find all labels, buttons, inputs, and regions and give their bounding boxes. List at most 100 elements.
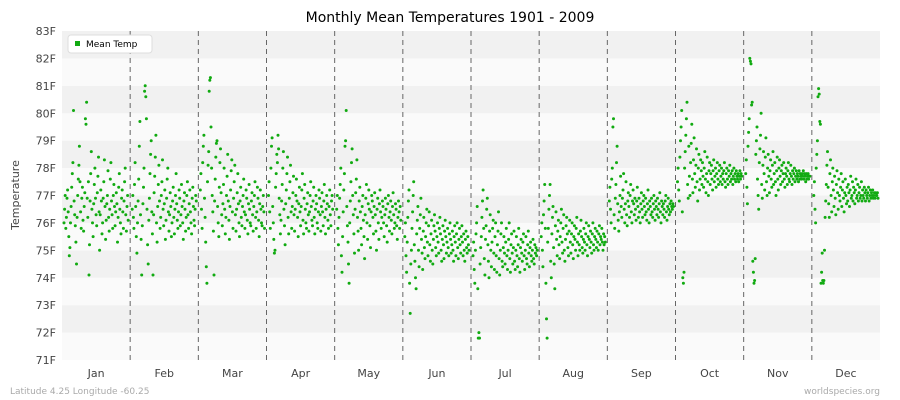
data-point	[682, 270, 686, 274]
data-point	[337, 215, 341, 219]
data-point	[319, 229, 323, 233]
data-point	[796, 174, 800, 178]
data-point	[136, 199, 140, 203]
data-point	[212, 273, 216, 277]
data-point	[831, 166, 835, 170]
data-point	[229, 169, 233, 173]
data-point	[744, 172, 748, 176]
data-point	[293, 229, 297, 233]
data-point	[789, 163, 793, 167]
data-point	[629, 183, 633, 186]
data-point	[630, 221, 634, 225]
data-point	[305, 226, 308, 230]
data-point	[681, 276, 685, 280]
data-point	[379, 210, 383, 214]
data-point	[795, 172, 799, 176]
data-point	[178, 224, 182, 228]
data-point	[84, 122, 88, 126]
data-point	[608, 185, 612, 189]
data-point	[252, 194, 256, 197]
data-point	[430, 218, 434, 222]
data-point	[702, 166, 706, 170]
data-point	[658, 191, 662, 195]
data-point	[548, 194, 551, 197]
data-point	[780, 163, 784, 167]
data-point	[255, 185, 259, 189]
data-point	[543, 183, 547, 186]
data-point	[745, 185, 749, 189]
data-point	[625, 224, 629, 228]
data-point	[327, 205, 331, 208]
data-point	[77, 144, 81, 148]
data-point	[456, 246, 460, 250]
data-point	[394, 202, 397, 206]
data-point	[444, 251, 448, 255]
data-point	[476, 287, 480, 291]
data-point	[175, 202, 179, 206]
data-point	[188, 210, 192, 214]
data-point	[736, 172, 740, 176]
data-point	[95, 224, 99, 228]
data-point	[855, 194, 859, 197]
data-point	[522, 254, 526, 258]
data-point	[535, 254, 539, 258]
data-point	[65, 196, 69, 200]
data-point	[771, 150, 775, 154]
data-point	[299, 224, 303, 228]
data-point	[736, 177, 739, 181]
data-point	[633, 196, 637, 200]
data-point	[406, 215, 410, 219]
data-point	[225, 194, 228, 197]
data-point	[102, 158, 106, 162]
data-point	[114, 191, 118, 195]
data-point	[104, 218, 108, 222]
data-point	[855, 196, 859, 200]
data-point	[223, 207, 227, 211]
data-point	[724, 185, 728, 189]
data-point	[192, 218, 196, 222]
data-point	[703, 150, 707, 154]
data-point	[785, 174, 789, 178]
data-point	[769, 158, 773, 162]
data-point	[695, 147, 698, 151]
data-point	[800, 172, 804, 176]
data-point	[776, 188, 780, 192]
data-point	[749, 62, 753, 66]
data-point	[174, 172, 178, 176]
data-point	[788, 180, 792, 184]
data-point	[823, 215, 827, 219]
data-point	[452, 259, 456, 263]
data-point	[525, 257, 528, 261]
data-point	[754, 139, 758, 143]
data-point	[417, 265, 421, 269]
data-point	[250, 191, 254, 195]
data-point	[474, 232, 478, 236]
data-point	[644, 196, 648, 200]
data-point	[319, 205, 323, 208]
data-point	[734, 169, 738, 173]
x-tick-label: Aug	[563, 367, 584, 380]
data-point	[793, 180, 797, 184]
data-point	[510, 251, 514, 255]
data-point	[425, 240, 429, 244]
data-point	[425, 207, 429, 211]
data-point	[770, 163, 774, 167]
data-point	[610, 177, 614, 181]
data-point	[836, 191, 840, 195]
data-point	[110, 199, 113, 203]
data-point	[615, 144, 619, 148]
data-point	[244, 188, 248, 192]
data-point	[299, 205, 303, 208]
data-point	[808, 174, 812, 178]
data-point	[496, 229, 500, 233]
data-point	[364, 183, 368, 186]
data-point	[453, 224, 457, 228]
data-point	[622, 172, 626, 176]
data-point	[775, 169, 779, 173]
data-point	[666, 205, 670, 208]
x-tick-label: Nov	[767, 367, 789, 380]
data-point	[770, 185, 774, 189]
data-point	[306, 191, 310, 195]
data-point	[193, 224, 197, 228]
data-point	[290, 226, 294, 230]
